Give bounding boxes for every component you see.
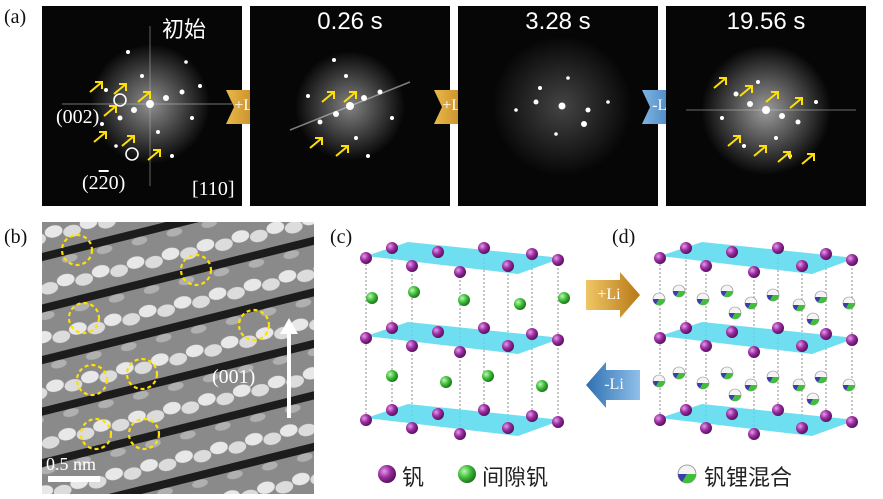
direction-label-001: (001)	[212, 366, 256, 388]
crystal-structure-lithiated	[652, 242, 858, 440]
miller-index-002: (002)	[56, 106, 100, 128]
fft-frame-19.56s: 19.56 s	[666, 6, 866, 206]
fft-ring-002	[113, 93, 127, 107]
fft-ring-220	[125, 147, 139, 161]
fft-pattern-1	[62, 26, 232, 186]
miller-index-220: (220)	[82, 172, 126, 194]
time-label-0.26s: 0.26 s	[317, 8, 383, 35]
legend-vanadium-icon	[378, 465, 396, 483]
yellow-arrow-markers	[89, 81, 161, 161]
panel-a-letter: (a)	[4, 6, 27, 28]
zone-axis-label: [110]	[192, 178, 235, 200]
panel-c-letter: (c)	[330, 226, 353, 248]
fft-frame-3.28s: 3.28 s	[458, 6, 658, 206]
panel-b-letter: (b)	[4, 226, 28, 248]
insertion-arrow: +Li	[586, 272, 640, 318]
legend-mixed-icon	[677, 464, 697, 484]
direction-arrow	[280, 318, 298, 418]
time-label-initial: 初始	[162, 18, 207, 43]
fft-frame-initial: 初始 (002) (220) [110]	[42, 6, 242, 206]
legend-vanadium-label: 钒	[402, 466, 425, 491]
fft-pattern-3	[492, 36, 632, 176]
hrtem-image: (001) 0.5 nm	[42, 222, 314, 494]
yellow-arrow-markers	[309, 91, 357, 157]
scale-bar-label: 0.5 nm	[46, 454, 97, 474]
arrow-label: +Li	[597, 286, 621, 303]
crystal-structure-pristine	[360, 242, 570, 440]
fft-frame-0.26s: 0.26 s	[250, 6, 450, 206]
legend-interstitial-icon	[458, 465, 476, 483]
hrtem-lattice	[42, 222, 314, 494]
time-label-19.56s: 19.56 s	[726, 8, 806, 35]
dotted-circle-markers	[60, 233, 271, 451]
scale-bar	[48, 476, 100, 482]
time-label-3.28s: 3.28 s	[525, 8, 591, 35]
yellow-arrow-markers	[713, 77, 815, 165]
legend-mixed-label: 钒锂混合	[704, 466, 793, 491]
panel-d-letter: (d)	[612, 226, 636, 248]
fft-pattern-2	[289, 51, 411, 161]
arrow-label: -Li	[604, 376, 624, 393]
legend-interstitial-label: 间隙钒	[482, 466, 549, 491]
fft-pattern-4	[686, 45, 856, 175]
extraction-arrow: -Li	[586, 362, 640, 408]
